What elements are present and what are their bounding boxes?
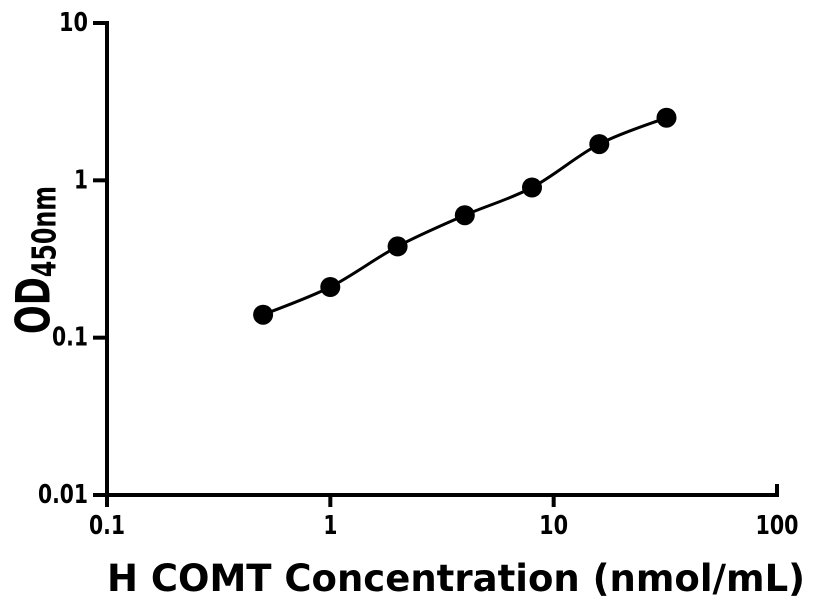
data-point-4 bbox=[454, 205, 475, 226]
data-point-1 bbox=[320, 277, 341, 297]
y-axis-title-main: OD bbox=[6, 277, 62, 335]
data-point-32 bbox=[656, 107, 677, 128]
data-point-8 bbox=[522, 177, 542, 198]
y-tick-label-0.01: 0.01 bbox=[38, 480, 88, 510]
data-point-0.5 bbox=[253, 304, 274, 325]
x-tick-label-1: 1 bbox=[323, 511, 337, 541]
x-axis-title: H COMT Concentration (nmol/mL) bbox=[107, 557, 806, 600]
data-points bbox=[253, 107, 677, 325]
data-point-2 bbox=[387, 236, 408, 257]
y-tick-label-10: 10 bbox=[59, 8, 88, 38]
data-point-16 bbox=[589, 134, 610, 155]
y-axis-title-text: OD 450nm bbox=[6, 185, 64, 335]
y-tick-label-0.1: 0.1 bbox=[52, 323, 88, 353]
y-axis-line bbox=[93, 21, 109, 495]
x-tick-label-0.1: 0.1 bbox=[89, 511, 125, 541]
x-tick-label-100: 100 bbox=[756, 511, 799, 541]
x-tick-label-10: 10 bbox=[539, 511, 568, 541]
x-axis-line bbox=[107, 484, 779, 497]
y-axis-title-subscript: 450nm bbox=[24, 185, 64, 278]
y-tick-label-1: 1 bbox=[74, 165, 88, 195]
